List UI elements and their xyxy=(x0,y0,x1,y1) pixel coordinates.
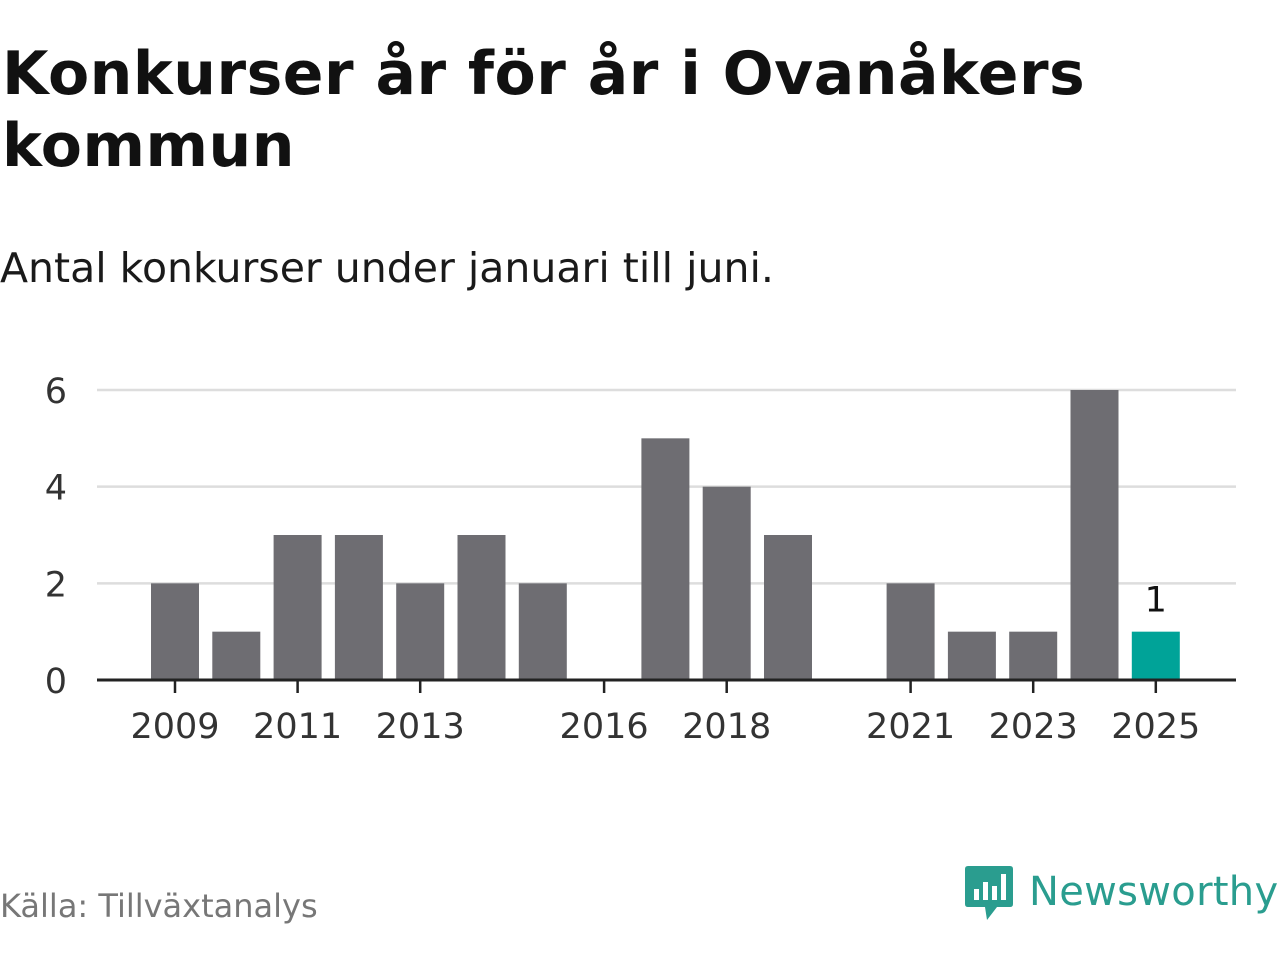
bar-2010 xyxy=(212,631,261,680)
bar-2022 xyxy=(947,631,996,680)
y-tick-label: 2 xyxy=(45,565,67,605)
axes xyxy=(97,678,1236,693)
bar-2023 xyxy=(1009,631,1058,680)
newsworthy-logo-icon xyxy=(965,866,1013,920)
data-label-2025: 1 xyxy=(1145,581,1167,621)
chart-title: Konkurser år för år i Ovanåkers kommun xyxy=(2,39,1086,181)
bar-2024 xyxy=(1070,390,1119,680)
bar-2014 xyxy=(457,535,506,680)
x-tick-label: 2025 xyxy=(1111,707,1200,747)
x-tick-label: 2016 xyxy=(560,707,649,747)
bar-2025 xyxy=(1131,631,1180,680)
bar-2018 xyxy=(702,486,751,680)
bar-2011 xyxy=(273,535,322,680)
brand-name: Newsworthy xyxy=(1029,869,1279,915)
x-tick-label: 2013 xyxy=(376,707,465,747)
bars xyxy=(151,390,1180,680)
brand-logo: Newsworthy xyxy=(963,862,1278,922)
bar-2017 xyxy=(641,438,690,680)
bar-2019 xyxy=(764,535,812,680)
y-tick-label: 0 xyxy=(45,662,67,702)
x-tick-label: 2009 xyxy=(130,707,219,747)
x-tick-label: 2018 xyxy=(682,707,771,747)
source-note: Källa: Tillväxtanalys xyxy=(0,887,318,925)
bar-2015 xyxy=(518,583,567,680)
y-tick-label: 4 xyxy=(45,469,67,509)
y-tick-label: 6 xyxy=(45,372,67,412)
bar-2012 xyxy=(334,535,383,680)
x-tick-label: 2011 xyxy=(253,707,342,747)
labels: 0 2 4 6 2009 2011 2013 2016 2018 2021 2023 2025 1 xyxy=(45,372,1201,747)
bar-2021 xyxy=(886,583,935,680)
bar-2013 xyxy=(396,583,445,680)
chart-subtitle: Antal konkurser under januari till juni. xyxy=(0,244,774,292)
bar-2009 xyxy=(151,583,199,680)
x-tick-label: 2023 xyxy=(989,707,1078,747)
x-tick-label: 2021 xyxy=(866,707,955,747)
